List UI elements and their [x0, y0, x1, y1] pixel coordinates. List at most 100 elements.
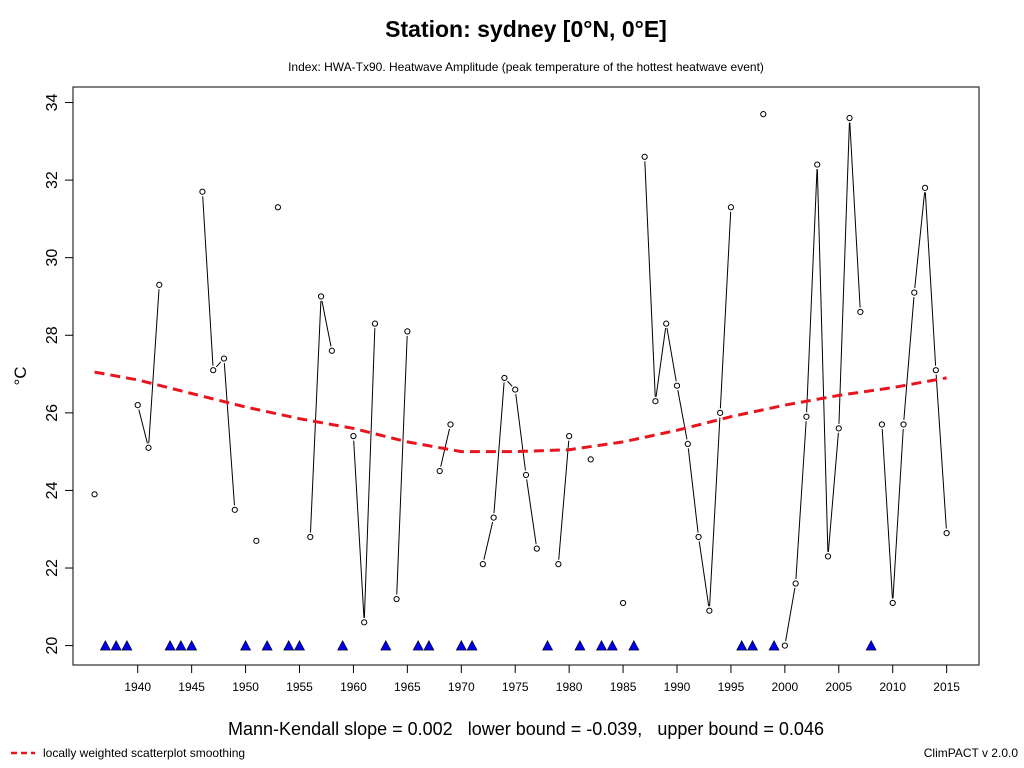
- observed-point: [717, 409, 724, 416]
- missing-year-marker: [865, 639, 877, 651]
- observed-point: [878, 421, 886, 428]
- observed-point: [803, 413, 810, 420]
- observed-line-segment: [881, 428, 893, 599]
- observed-point: [220, 355, 228, 362]
- observed-point: [673, 382, 681, 389]
- y-tick-label: 32: [44, 171, 61, 189]
- observed-line-segment: [526, 479, 537, 545]
- observed-point: [641, 153, 648, 160]
- observed-line-segment: [785, 587, 796, 642]
- observed-line-segment: [816, 169, 829, 552]
- x-tick-label: 2000: [772, 680, 799, 694]
- missing-year-marker: [337, 639, 349, 651]
- observed-point: [555, 561, 562, 568]
- observed-point: [684, 440, 691, 447]
- observed-line-segment: [321, 300, 332, 347]
- observed-point: [231, 506, 238, 513]
- observed-point: [900, 421, 907, 428]
- missing-year-marker: [380, 639, 392, 651]
- observed-point: [490, 514, 497, 521]
- observed-line-segment: [493, 382, 505, 514]
- x-tick-label: 2005: [825, 680, 852, 694]
- observed-point: [501, 374, 508, 382]
- observed-point: [317, 293, 325, 300]
- observed-line-segment: [483, 521, 494, 560]
- missing-year-marker: [99, 639, 111, 651]
- observed-point: [943, 530, 950, 537]
- observed-line-segment: [666, 327, 677, 382]
- observed-line-segment: [677, 390, 688, 440]
- observed-point: [436, 467, 443, 475]
- observed-line-segment: [806, 169, 818, 413]
- observed-point: [479, 561, 486, 568]
- smooth-line-path: [94, 370, 947, 454]
- observed-point: [921, 184, 929, 191]
- x-tick-label: 1985: [610, 680, 637, 694]
- observed-line-segment: [148, 289, 160, 444]
- observed-point: [857, 308, 864, 316]
- observed-point: [695, 533, 702, 541]
- observed-line-segment: [507, 380, 513, 387]
- observed-point: [371, 320, 379, 327]
- missing-year-marker: [768, 639, 780, 651]
- observed-line-segment: [223, 362, 235, 506]
- x-tick-label: 1975: [502, 680, 529, 694]
- x-tick-label: 1945: [178, 680, 205, 694]
- observed-point: [824, 553, 832, 560]
- observed-point: [134, 401, 141, 409]
- observed-point: [253, 537, 260, 544]
- observed-point: [447, 421, 454, 428]
- observed-line-segment: [849, 122, 861, 308]
- observed-line-segment: [903, 297, 915, 421]
- y-tick-label: 28: [44, 326, 61, 344]
- missing-year-marker: [121, 639, 133, 651]
- missing-year-marker: [736, 639, 748, 651]
- missing-year-marker: [412, 639, 424, 651]
- observed-line-segment: [827, 432, 839, 552]
- y-tick-label: 20: [44, 637, 61, 655]
- missing-year-marker: [240, 639, 252, 651]
- observed-point: [792, 580, 799, 587]
- observed-point: [846, 114, 853, 122]
- missing-year-marker: [747, 639, 758, 651]
- observed-point: [91, 491, 98, 498]
- observed-line-segment: [515, 393, 526, 471]
- observed-point: [512, 386, 519, 393]
- x-tick-label: 2010: [879, 680, 906, 694]
- x-tick-label: 2015: [933, 680, 960, 694]
- missing-year-marker: [261, 639, 273, 651]
- plot-frame: [72, 86, 980, 666]
- y-tick-label: 26: [44, 404, 61, 422]
- observed-line-segment: [935, 374, 947, 529]
- observed-point: [911, 289, 918, 296]
- y-tick-label: 24: [44, 481, 61, 499]
- missing-year-marker: [175, 639, 187, 651]
- observed-line-segment: [363, 328, 376, 618]
- missing-year-marker: [466, 639, 478, 651]
- credit-label: ClimPACT v 2.0.0: [924, 746, 1019, 760]
- observed-point: [727, 204, 735, 211]
- observed-point: [328, 347, 335, 354]
- observed-line-segment: [795, 421, 807, 580]
- y-axis: 20 22 24 26 28 30 32 34: [44, 94, 73, 655]
- observed-line-segment: [924, 192, 937, 366]
- observed-point: [145, 444, 152, 451]
- observed-point: [210, 367, 217, 374]
- observed-line-segment: [215, 361, 222, 368]
- y-axis-label: °C: [11, 366, 30, 385]
- observed-line-segment: [396, 335, 408, 595]
- missing-year-marker: [186, 639, 198, 651]
- observed-point: [814, 161, 821, 168]
- x-tick-label: 1995: [718, 680, 745, 694]
- mann-kendall-stats: Mann-Kendall slope = 0.002 lower bound =…: [228, 719, 824, 739]
- observed-point: [533, 545, 540, 552]
- observed-point: [835, 425, 842, 432]
- observed-point: [932, 367, 939, 374]
- observed-series-lines: [138, 122, 947, 642]
- x-tick-label: 1940: [124, 680, 151, 694]
- observed-line-segment: [719, 211, 732, 409]
- observed-point: [706, 607, 713, 614]
- missing-year-marker: [283, 639, 295, 651]
- y-tick-label: 34: [44, 94, 61, 112]
